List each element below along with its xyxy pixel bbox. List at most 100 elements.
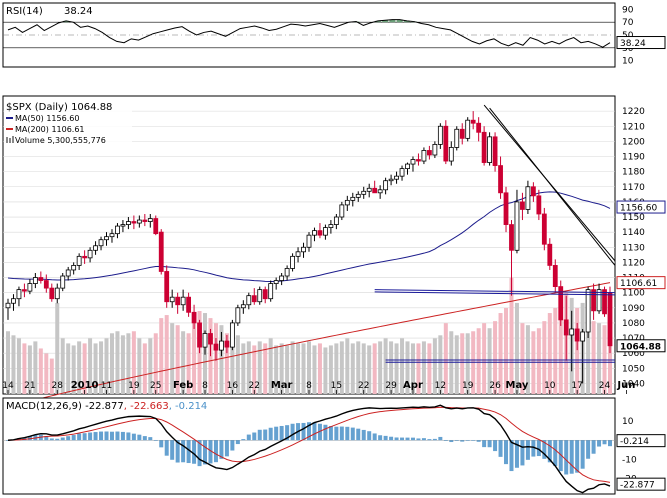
- macd-histogram-bar: [317, 423, 322, 441]
- volume-bar: [131, 331, 136, 394]
- volume-bar: [93, 343, 98, 394]
- volume-bar: [22, 343, 27, 394]
- rsi-overbought-fill: [396, 19, 403, 23]
- macd-histogram-bar: [394, 437, 399, 441]
- macd-histogram-bar: [44, 436, 49, 441]
- rsi-line: [7, 19, 611, 48]
- volume-bar: [498, 313, 503, 394]
- candle-body: [104, 236, 109, 241]
- macd-histogram-bar: [126, 432, 131, 441]
- support-line-1100-b: [374, 291, 616, 296]
- candle-body: [229, 322, 235, 348]
- macd-tag-box: [616, 477, 666, 491]
- macd-histogram-bar: [564, 440, 569, 475]
- candle-body: [197, 322, 202, 348]
- candle-body: [607, 292, 613, 347]
- trendlines: [374, 104, 616, 363]
- volume-bar: [597, 323, 602, 394]
- candle-body: [366, 187, 372, 192]
- candle-body: [186, 296, 192, 313]
- candle-body: [49, 287, 55, 300]
- macd-histogram-bar: [71, 435, 76, 441]
- date-label: 11: [101, 381, 112, 391]
- volume-bar: [536, 328, 541, 394]
- candle-body: [569, 328, 575, 336]
- candle-body: [437, 125, 443, 145]
- candle-body: [476, 122, 482, 133]
- candle-body: [251, 295, 257, 303]
- date-label: 19: [128, 381, 140, 391]
- price-tick-label: 1140: [622, 228, 645, 238]
- candle-body: [563, 319, 569, 336]
- volume-bar: [230, 331, 235, 394]
- volume-bar: [120, 335, 125, 394]
- price-panel: 1220121012001190118011701160115011401130…: [2, 95, 666, 409]
- volume-bar: [356, 341, 361, 394]
- price-tick-label: 1070: [622, 334, 645, 344]
- macd-histogram-bar: [471, 440, 476, 441]
- macd-histogram-bar: [361, 429, 366, 441]
- rsi-overbought-fill: [374, 20, 381, 23]
- volume-bar: [186, 333, 191, 394]
- candle-body: [487, 136, 493, 163]
- macd-histogram-bar: [580, 440, 585, 469]
- volume-bar: [274, 345, 279, 394]
- macd-histogram-bar: [498, 440, 503, 457]
- candle-body: [552, 265, 558, 287]
- volume-bar: [520, 323, 525, 394]
- macd-histogram-bar: [608, 440, 612, 447]
- candle-body: [410, 159, 416, 165]
- candle-body: [136, 219, 142, 224]
- volume-bar: [170, 323, 175, 394]
- macd-histogram-bar: [410, 437, 415, 441]
- macd-histogram-bar: [416, 438, 421, 441]
- volume-bar: [378, 341, 383, 394]
- macd-histogram-bar: [476, 440, 481, 442]
- date-label: 19: [462, 381, 474, 391]
- price-tick-label: 1100: [622, 289, 645, 299]
- volume-bar: [137, 338, 142, 394]
- macd-histogram-bar: [542, 440, 547, 459]
- volume-bar: [504, 307, 509, 394]
- macd-histogram-bar: [334, 426, 339, 441]
- macd-histogram-bar: [345, 426, 350, 441]
- macd-panel: 100-10-20-0.214-22.877 MACD(12,26,9) -22…: [2, 397, 666, 495]
- volume-bar: [104, 338, 109, 394]
- candle-body: [98, 239, 104, 247]
- macd-histogram-bar: [504, 440, 509, 465]
- price-tick-label: 1120: [622, 258, 645, 268]
- macd-histogram-bar: [454, 440, 459, 441]
- trendline-upper-parallel: [483, 104, 616, 262]
- candle-body: [602, 289, 607, 315]
- candle-body: [541, 213, 547, 245]
- candle-body: [328, 224, 334, 229]
- volume-bar: [410, 343, 415, 394]
- volume-bar: [71, 345, 76, 394]
- volume-legend: Volume 5,300,555,776: [15, 136, 106, 145]
- macd-histogram-bar: [49, 438, 54, 441]
- candle-body: [574, 328, 580, 342]
- candle-body: [525, 186, 531, 210]
- volume-bar: [33, 341, 38, 394]
- volume-bar: [345, 338, 350, 394]
- macd-histogram-bar: [164, 440, 169, 456]
- volume-swatch-3: [12, 136, 14, 143]
- macd-histogram-bar: [487, 440, 492, 448]
- macd-histogram-bar: [597, 440, 602, 447]
- volume-bar: [367, 345, 372, 394]
- candle-body: [60, 275, 66, 289]
- candle-body: [169, 296, 175, 303]
- macd-histogram-bar: [235, 440, 240, 445]
- candle-body: [394, 175, 399, 180]
- candle-body: [158, 231, 164, 272]
- rsi-tag-label: 38.24: [620, 39, 646, 49]
- macd-histogram-bar: [55, 438, 60, 441]
- macd-histogram-bar: [536, 440, 541, 457]
- volume-bar: [49, 358, 54, 394]
- macd-histogram-bar: [246, 434, 251, 441]
- macd-histogram-bar: [93, 432, 98, 441]
- macd-histogram-bar: [531, 440, 536, 457]
- price-tick-label: 1040: [622, 379, 645, 389]
- candle-body: [399, 168, 405, 177]
- macd-histogram-bar: [547, 440, 552, 463]
